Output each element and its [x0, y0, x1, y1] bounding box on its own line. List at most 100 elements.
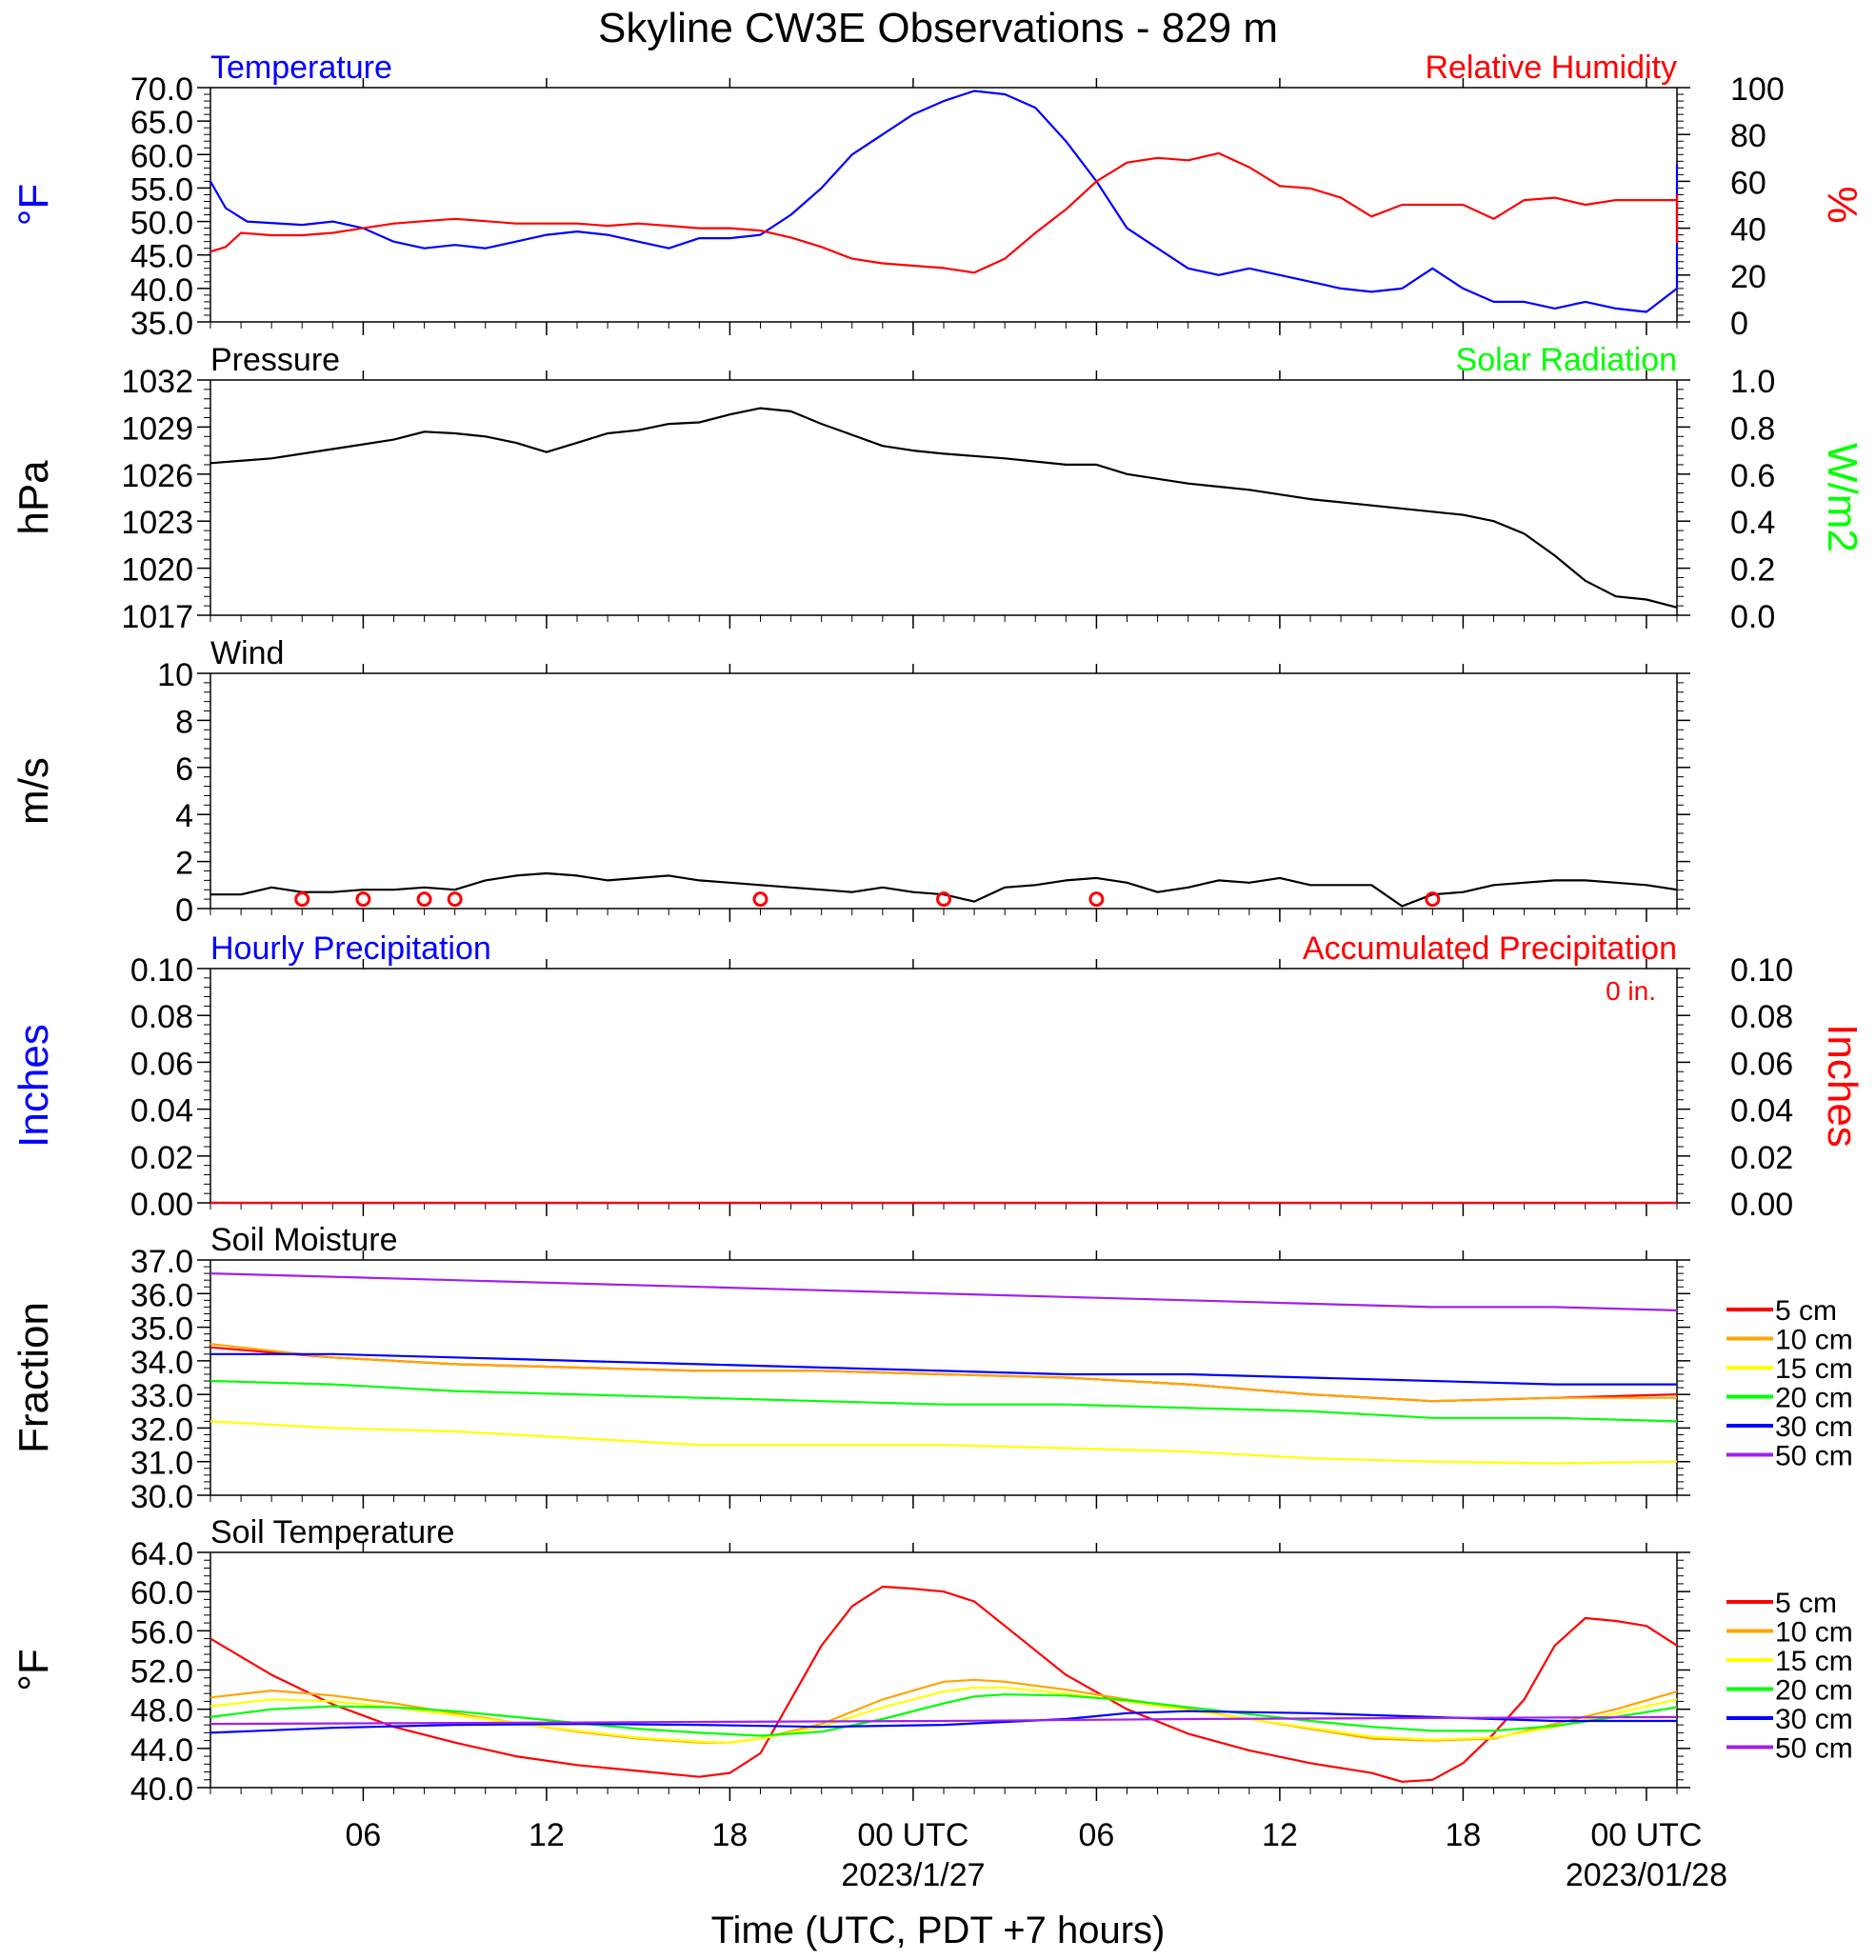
y-tick-label-left: 60.0 [130, 138, 193, 174]
series-line-15-cm [210, 1420, 1678, 1465]
panels: 70.065.060.055.050.045.040.035.010080604… [10, 50, 1866, 1808]
y-tick-label-left: 1032 [121, 364, 193, 400]
x-tick-label: 12 [1262, 1817, 1298, 1853]
series-line-20-cm [210, 1693, 1678, 1737]
y-tick-label-right: 0.04 [1730, 1093, 1793, 1130]
y-tick-label-right: 20 [1730, 259, 1766, 295]
panel-soil_moisture: 37.036.035.034.033.032.031.030.0 Soil Moi… [10, 1222, 1853, 1515]
y-tick-label-left: 2 [175, 846, 193, 882]
calm-wind-marker [416, 891, 432, 908]
y-tick-label-right: 0.2 [1730, 552, 1775, 589]
legend-label: 30 cm [1775, 1704, 1853, 1735]
legend-label: 20 cm [1775, 1383, 1853, 1414]
y-tick-label-left: 64.0 [130, 1536, 193, 1572]
x-date-label: 2023/01/28 [1566, 1857, 1727, 1893]
y-tick-label-right: 1.0 [1730, 364, 1775, 400]
y-tick-label-left: 37.0 [130, 1244, 193, 1280]
series-line-20-cm [210, 1379, 1678, 1423]
y-tick-label-right: 0.0 [1730, 599, 1775, 635]
series-line-50-cm [210, 1715, 1678, 1726]
y-tick-label-right: 100 [1730, 71, 1785, 108]
x-axis: 06 12 18 00 UTC 2023/1/27 06 12 18 00 UTC 2023/01… [346, 1817, 1727, 1893]
y-tick-label-left: 70.0 [130, 71, 193, 108]
legend-label: 50 cm [1775, 1733, 1853, 1765]
y-tick-label-left: 1029 [121, 410, 193, 447]
x-tick-label: 00 UTC [1590, 1817, 1702, 1853]
y-axis-title-right: W/m2 [1819, 443, 1866, 552]
plot-frame [210, 1551, 1678, 1789]
series-line-50-cm [210, 1272, 1678, 1311]
y-tick-label-right: 0 [1730, 306, 1748, 342]
y-tick-label-left: 36.0 [130, 1277, 193, 1313]
y-tick-label-left: 33.0 [130, 1378, 193, 1414]
y-tick-label-left: 1017 [121, 599, 193, 635]
legend-label: 30 cm [1775, 1411, 1853, 1443]
y-tick-label-left: 0.06 [130, 1046, 193, 1082]
x-tick-label: 12 [529, 1817, 565, 1853]
y-tick-label-left: 52.0 [130, 1654, 193, 1690]
x-tick-label: 06 [346, 1817, 382, 1853]
y-axis-title-left: °F [10, 184, 57, 226]
series-line-5-cm [210, 1585, 1678, 1783]
y-tick-label-left: 44.0 [130, 1732, 193, 1769]
legend-label: 5 cm [1775, 1295, 1837, 1327]
y-tick-label-left: 65.0 [130, 105, 193, 141]
y-tick-label-left: 0.10 [130, 952, 193, 989]
y-axis-title-left: m/s [10, 757, 57, 825]
legend-label: 15 cm [1775, 1646, 1853, 1677]
y-tick-label-left: 30.0 [130, 1479, 193, 1515]
legend-label: 5 cm [1775, 1588, 1837, 1619]
series-line-30-cm [210, 1352, 1677, 1386]
y-tick-label-left: 0.04 [130, 1093, 193, 1130]
y-tick-label-left: 55.0 [130, 171, 193, 208]
y-tick-label-left: 40.0 [130, 1771, 193, 1808]
figure-title: Skyline CW3E Observations - 829 m [598, 5, 1278, 51]
y-tick-label-left: 8 [175, 704, 193, 740]
panel-title-right: Relative Humidity [1425, 50, 1677, 86]
y-tick-label-left: 1020 [121, 552, 193, 589]
series-line-10-cm [210, 1343, 1677, 1403]
series-line-15-cm [210, 1686, 1678, 1744]
y-tick-label-right: 0.10 [1730, 952, 1793, 989]
x-date-label: 2023/1/27 [841, 1857, 985, 1893]
series-line-pressure [210, 407, 1678, 609]
panel-title-left: Wind [210, 635, 284, 671]
panel-title-left: Soil Temperature [210, 1514, 454, 1550]
y-axis-title-left: hPa [10, 460, 57, 535]
y-tick-label-left: 35.0 [130, 1311, 193, 1348]
y-tick-label-left: 56.0 [130, 1614, 193, 1650]
legend-label: 10 cm [1775, 1617, 1853, 1649]
legend-label: 20 cm [1775, 1675, 1853, 1707]
legend-label: 10 cm [1775, 1325, 1853, 1356]
y-tick-label-right: 0.06 [1730, 1046, 1793, 1082]
y-tick-label-left: 0.02 [130, 1140, 193, 1176]
plot-frame [210, 379, 1678, 616]
y-tick-label-left: 34.0 [130, 1345, 193, 1381]
y-tick-label-right: 60 [1730, 165, 1766, 201]
calm-wind-marker [447, 891, 463, 908]
panel-title-right: Solar Radiation [1456, 342, 1677, 378]
x-tick-label: 00 UTC [857, 1817, 968, 1853]
panel-title-left: Hourly Precipitation [210, 930, 491, 967]
panel-temperature_rh: 70.065.060.055.050.045.040.035.0 100 80 60 4… [10, 50, 1866, 342]
calm-wind-marker [294, 891, 310, 908]
y-tick-label-left: 45.0 [130, 239, 193, 275]
panel-pressure: 1032 1029 1026 1023 1020 1017 1.0 0.8 0.6 0.4 0.2 0… [10, 342, 1866, 635]
y-tick-label-left: 1026 [121, 458, 193, 494]
calm-wind-marker [1425, 891, 1441, 908]
accumulated-total-label: 0 in. [1606, 976, 1656, 1006]
y-tick-label-left: 60.0 [130, 1575, 193, 1611]
y-tick-label-right: 0.8 [1730, 410, 1775, 447]
panel-title-right: Accumulated Precipitation [1303, 930, 1677, 967]
y-axis-title-left: °F [10, 1649, 57, 1690]
series-line-relative-humidity [210, 151, 1679, 274]
y-tick-label-left: 40.0 [130, 272, 193, 309]
y-tick-label-left: 0.00 [130, 1187, 193, 1223]
y-tick-label-left: 0.08 [130, 999, 193, 1035]
x-tick-label: 06 [1079, 1817, 1115, 1853]
y-tick-label-left: 32.0 [130, 1411, 193, 1448]
y-axis-title-left: Inches [10, 1024, 57, 1148]
y-tick-label-right: 0.08 [1730, 999, 1793, 1035]
